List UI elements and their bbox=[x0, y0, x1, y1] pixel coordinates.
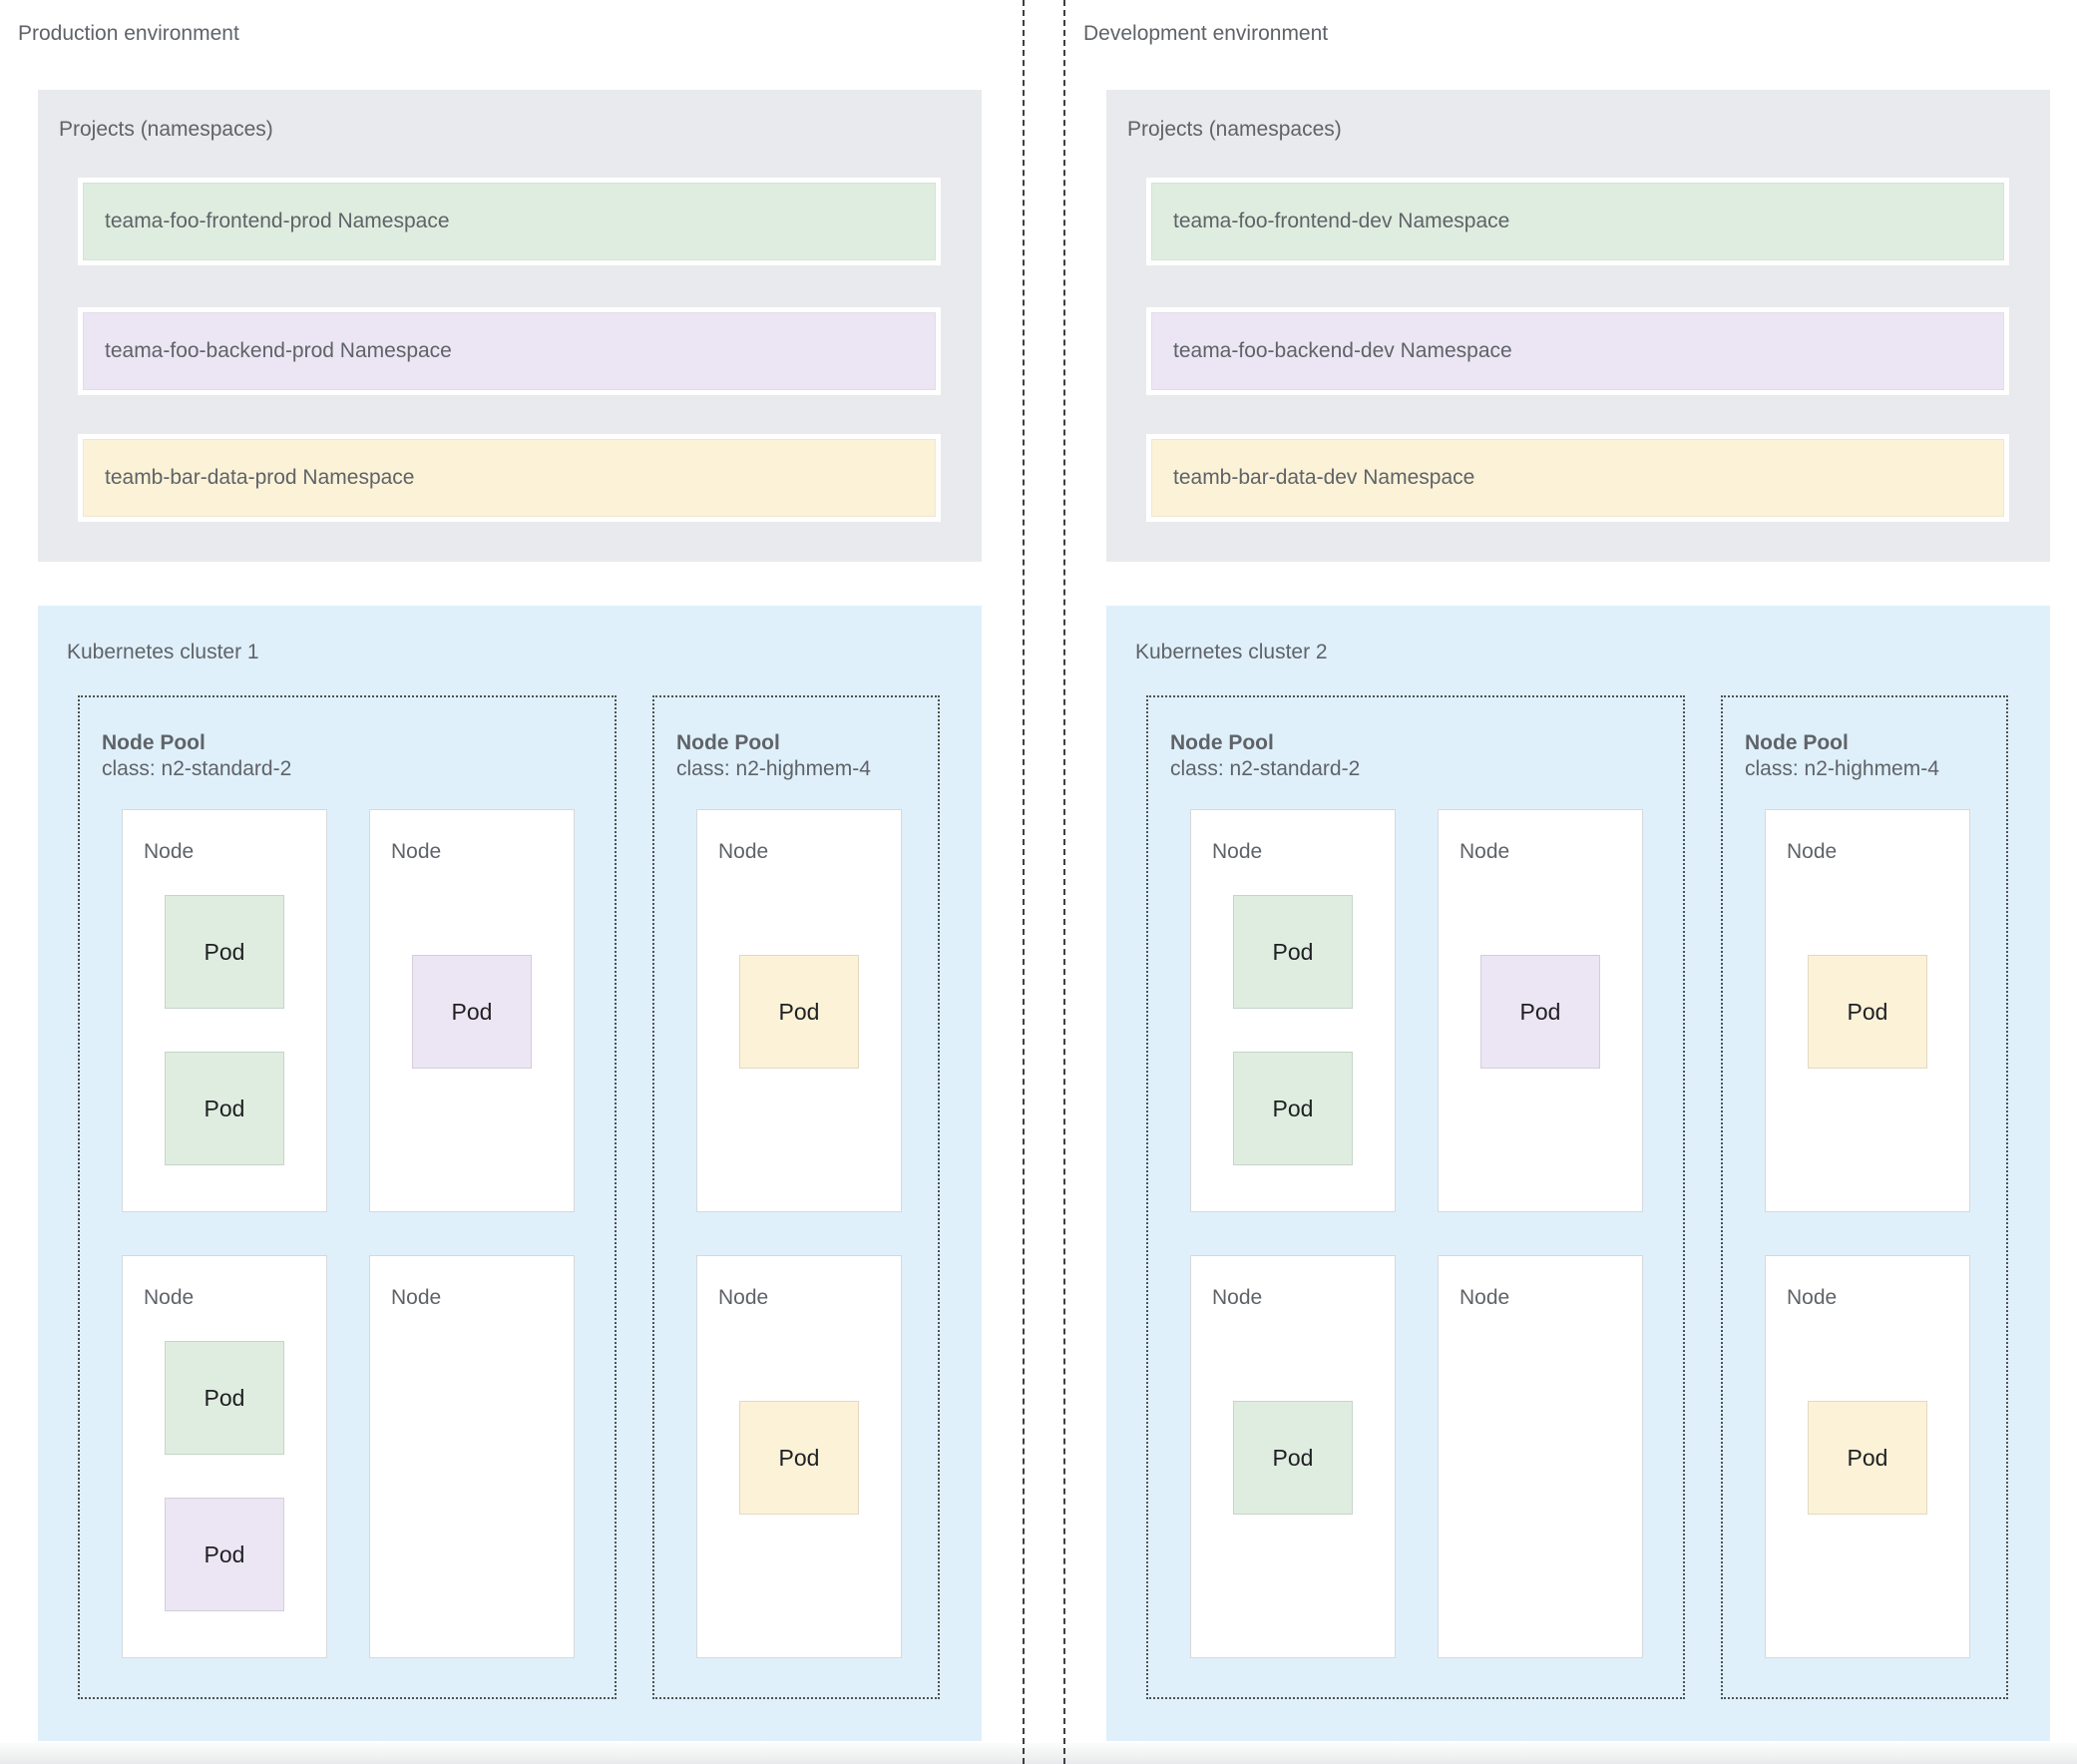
bottom-edge-gradient bbox=[0, 1743, 2077, 1764]
namespace-label: teamb-bar-data-prod Namespace bbox=[83, 439, 936, 517]
node-pool-name: Node Pool bbox=[1170, 731, 1274, 754]
namespace-label: teama-foo-backend-dev Namespace bbox=[1151, 312, 2004, 390]
namespace-row: teamb-bar-data-dev Namespace bbox=[1146, 434, 2009, 522]
node-pool-title: Node Pool class: n2-highmem-4 bbox=[1745, 730, 1939, 782]
kubernetes-cluster-box: Kubernetes cluster 2 Node Pool class: n2… bbox=[1106, 606, 2050, 1741]
pod: Pod bbox=[1808, 1401, 1927, 1515]
node-box: Node bbox=[369, 1255, 575, 1658]
node-label: Node bbox=[1212, 1286, 1263, 1309]
node-label: Node bbox=[1212, 840, 1263, 863]
node-box: Node Pod bbox=[1765, 809, 1970, 1212]
namespace-label: teama-foo-frontend-prod Namespace bbox=[83, 183, 936, 260]
node-box: Node Pod bbox=[1765, 1255, 1970, 1658]
pod: Pod bbox=[412, 955, 532, 1069]
node-pool: Node Pool class: n2-highmem-4 Node Pod N… bbox=[652, 695, 940, 1699]
node-box: Node Pod bbox=[696, 1255, 902, 1658]
namespace-row: teama-foo-backend-prod Namespace bbox=[78, 307, 941, 395]
node-label: Node bbox=[718, 840, 769, 863]
node-box: Node Pod bbox=[1438, 809, 1643, 1212]
projects-namespaces-box: Projects (namespaces) teama-foo-frontend… bbox=[38, 90, 982, 562]
node-pool: Node Pool class: n2-standard-2 Node Pod … bbox=[1146, 695, 1685, 1699]
node-label: Node bbox=[718, 1286, 769, 1309]
pod: Pod bbox=[739, 955, 859, 1069]
pod: Pod bbox=[165, 1498, 284, 1611]
namespace-label: teama-foo-backend-prod Namespace bbox=[83, 312, 936, 390]
namespace-label: teamb-bar-data-dev Namespace bbox=[1151, 439, 2004, 517]
pod: Pod bbox=[1233, 895, 1353, 1009]
node-pool-name: Node Pool bbox=[676, 731, 780, 754]
node-box: Node Pod bbox=[1190, 1255, 1396, 1658]
pod: Pod bbox=[165, 895, 284, 1009]
node-label: Node bbox=[391, 1286, 442, 1309]
node-pool-class: class: n2-standard-2 bbox=[102, 757, 292, 780]
environment-separator-line bbox=[1023, 0, 1025, 1764]
node-pool-name: Node Pool bbox=[1745, 731, 1849, 754]
node-label: Node bbox=[144, 1286, 195, 1309]
projects-title: Projects (namespaces) bbox=[1127, 118, 1342, 141]
node-box: Node Pod Pod bbox=[122, 1255, 327, 1658]
pod: Pod bbox=[1480, 955, 1600, 1069]
pod: Pod bbox=[165, 1052, 284, 1165]
node-box: Node Pod bbox=[696, 809, 902, 1212]
node-label: Node bbox=[1787, 1286, 1838, 1309]
namespace-row: teama-foo-frontend-prod Namespace bbox=[78, 178, 941, 265]
node-label: Node bbox=[391, 840, 442, 863]
pod: Pod bbox=[739, 1401, 859, 1515]
node-box: Node Pod Pod bbox=[1190, 809, 1396, 1212]
pod: Pod bbox=[1233, 1052, 1353, 1165]
projects-namespaces-box: Projects (namespaces) teama-foo-frontend… bbox=[1106, 90, 2050, 562]
namespace-row: teama-foo-frontend-dev Namespace bbox=[1146, 178, 2009, 265]
kubernetes-cluster-box: Kubernetes cluster 1 Node Pool class: n2… bbox=[38, 606, 982, 1741]
node-box: Node Pod Pod bbox=[122, 809, 327, 1212]
environment-panel-production: Production environment Projects (namespa… bbox=[0, 0, 1023, 1764]
environment-panel-development: Development environment Projects (namesp… bbox=[1065, 0, 2077, 1764]
node-label: Node bbox=[1459, 840, 1510, 863]
node-box: Node Pod bbox=[369, 809, 575, 1212]
node-label: Node bbox=[144, 840, 195, 863]
pod: Pod bbox=[165, 1341, 284, 1455]
node-label: Node bbox=[1787, 840, 1838, 863]
node-pool-class: class: n2-highmem-4 bbox=[1745, 757, 1939, 780]
pod: Pod bbox=[1233, 1401, 1353, 1515]
cluster-title: Kubernetes cluster 2 bbox=[1135, 641, 1328, 663]
projects-title: Projects (namespaces) bbox=[59, 118, 273, 141]
environment-title: Production environment bbox=[18, 22, 239, 45]
node-pool-title: Node Pool class: n2-standard-2 bbox=[1170, 730, 1360, 782]
node-pool-title: Node Pool class: n2-standard-2 bbox=[102, 730, 291, 782]
node-pool-name: Node Pool bbox=[102, 731, 206, 754]
namespace-row: teamb-bar-data-prod Namespace bbox=[78, 434, 941, 522]
node-pool: Node Pool class: n2-standard-2 Node Pod … bbox=[78, 695, 617, 1699]
node-pool-class: class: n2-standard-2 bbox=[1170, 757, 1361, 780]
node-pool-class: class: n2-highmem-4 bbox=[676, 757, 871, 780]
environment-separator-line bbox=[1063, 0, 1065, 1764]
namespace-row: teama-foo-backend-dev Namespace bbox=[1146, 307, 2009, 395]
node-label: Node bbox=[1459, 1286, 1510, 1309]
node-box: Node bbox=[1438, 1255, 1643, 1658]
namespace-label: teama-foo-frontend-dev Namespace bbox=[1151, 183, 2004, 260]
node-pool-title: Node Pool class: n2-highmem-4 bbox=[676, 730, 871, 782]
environment-title: Development environment bbox=[1083, 22, 1329, 45]
pod: Pod bbox=[1808, 955, 1927, 1069]
node-pool: Node Pool class: n2-highmem-4 Node Pod N… bbox=[1721, 695, 2008, 1699]
cluster-title: Kubernetes cluster 1 bbox=[67, 641, 259, 663]
